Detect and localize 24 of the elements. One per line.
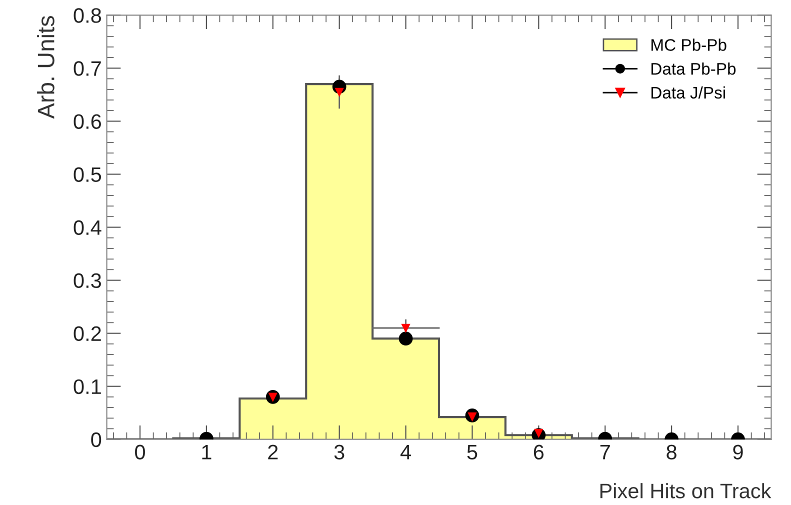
x-tick-label: 5: [467, 444, 478, 460]
y-tick-label: 0.1: [74, 379, 101, 394]
x-tick-label: 9: [733, 444, 743, 460]
y-tick-label: 0.8: [74, 8, 102, 23]
y-axis-title: Arb. Units: [37, 16, 54, 119]
legend-label: MC Pb-Pb: [652, 38, 726, 51]
legend-label: Data Pb-Pb: [652, 62, 736, 75]
x-tick-label: 1: [202, 444, 212, 460]
x-axis-title: Pixel Hits on Track: [600, 483, 772, 498]
y-tick-label: 0: [91, 432, 102, 448]
x-tick-label: 7: [600, 444, 610, 460]
x-tick-label: 4: [400, 444, 411, 460]
y-tick-label: 0.4: [74, 220, 102, 236]
x-tick-label: 8: [666, 444, 676, 460]
x-tick-label: 3: [334, 444, 344, 460]
y-tick-label: 0.5: [74, 167, 102, 182]
x-tick-label: 2: [268, 444, 278, 460]
y-tick-label: 0.2: [74, 326, 101, 342]
legend-label: Data J/Psi: [652, 86, 725, 99]
x-tick-label: 6: [534, 444, 544, 460]
x-tick-label: 0: [135, 444, 145, 460]
y-tick-label: 0.7: [74, 61, 101, 76]
y-tick-label: 0.3: [74, 273, 102, 288]
y-tick-label: 0.6: [74, 114, 102, 129]
